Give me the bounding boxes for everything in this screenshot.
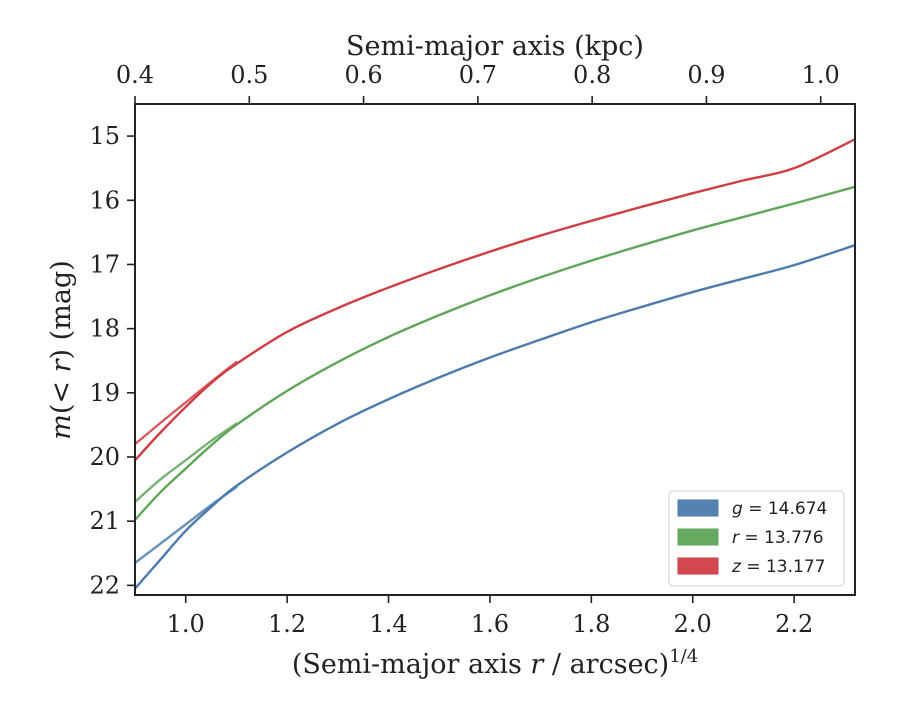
y-tick-label: 22 xyxy=(89,571,120,599)
series-line-r xyxy=(133,185,857,522)
legend-label-r: r = 13.776 xyxy=(732,528,824,548)
series-line-g xyxy=(133,244,857,590)
legend-swatch-z xyxy=(677,557,719,575)
series-line-z xyxy=(133,360,238,446)
x-tick-label: 1.0 xyxy=(167,610,205,638)
legend-label-z: z = 13.177 xyxy=(731,557,825,577)
x-tick-label: 1.6 xyxy=(471,610,509,638)
y-tick-label: 19 xyxy=(89,379,120,407)
top-x-tick-label: 0.5 xyxy=(230,61,268,89)
y-tick-label: 18 xyxy=(89,315,120,343)
x-tick-label: 1.8 xyxy=(572,610,610,638)
series-lines xyxy=(133,138,857,590)
legend-value: = 13.177 xyxy=(741,557,826,577)
x-tick-label: 2.0 xyxy=(674,610,712,638)
x-axis-title: (Semi-major axis r / arcsec)1/4 xyxy=(292,646,698,680)
legend-value: = 13.776 xyxy=(739,528,824,548)
top-axis-title: Semi-major axis (kpc) xyxy=(346,31,644,62)
y-axis: 15 16 17 18 19 20 21 22 xyxy=(89,122,135,599)
top-x-tick-label: 0.9 xyxy=(687,61,725,89)
y-tick-label: 15 xyxy=(89,122,120,150)
legend-symbol: r xyxy=(732,528,740,548)
bottom-x-axis: 1.0 1.2 1.4 1.6 1.8 2.0 2.2 xyxy=(167,595,813,638)
series-line-g xyxy=(133,485,238,565)
top-x-tick-label: 0.8 xyxy=(573,61,611,89)
legend-swatch-r xyxy=(677,528,719,546)
x-tick-label: 2.2 xyxy=(775,610,813,638)
legend-symbol: z xyxy=(731,557,742,577)
y-tick-label: 17 xyxy=(89,250,120,278)
y-tick-label: 20 xyxy=(89,443,120,471)
series-line-r xyxy=(133,422,238,504)
y-tick-label: 21 xyxy=(89,507,120,535)
x-tick-label: 1.4 xyxy=(369,610,407,638)
top-x-tick-label: 1.0 xyxy=(802,61,840,89)
legend-value: = 14.674 xyxy=(743,499,828,519)
y-tick-label: 16 xyxy=(89,186,120,214)
top-x-tick-label: 0.7 xyxy=(459,61,497,89)
top-x-tick-label: 0.4 xyxy=(116,61,154,89)
series-line-z xyxy=(133,138,857,462)
y-axis-title: m(< r) (mag) xyxy=(46,260,77,439)
plot-frame xyxy=(134,103,856,596)
legend-symbol: g xyxy=(732,499,743,519)
top-x-tick-label: 0.6 xyxy=(344,61,382,89)
legend-label-g: g = 14.674 xyxy=(732,499,827,519)
top-x-axis: 0.4 0.5 0.6 0.7 0.8 0.9 1.0 xyxy=(116,61,840,104)
x-tick-label: 1.2 xyxy=(268,610,306,638)
legend-swatch-g xyxy=(677,499,719,517)
